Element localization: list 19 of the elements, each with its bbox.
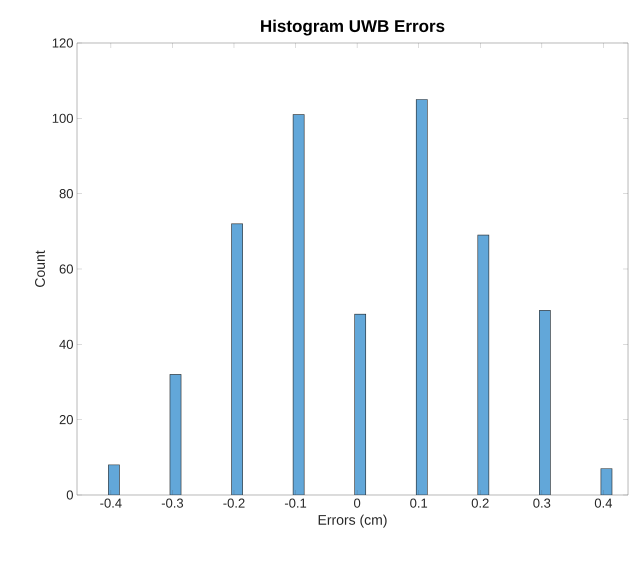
y-tick-label: 120 — [52, 38, 73, 48]
y-tick-label: 0 — [66, 490, 73, 500]
y-tick-label: 100 — [52, 114, 73, 123]
x-tick-label: -0.4 — [100, 498, 122, 508]
y-tick-label: 20 — [60, 415, 73, 424]
x-tick-label: 0.4 — [594, 498, 612, 508]
x-tick-label: 0.1 — [410, 498, 428, 508]
chart-title: Histogram UWB Errors — [261, 20, 444, 36]
x-tick-label: 0.3 — [533, 498, 550, 508]
x-tick-label: -0.3 — [162, 498, 184, 508]
y-tick-label: 40 — [59, 340, 73, 349]
x-tick-label: 0 — [354, 498, 360, 508]
x-axis-title: Errors (cm) — [318, 514, 387, 528]
x-tick-label: -0.2 — [223, 498, 245, 508]
x-tick-label: -0.1 — [284, 498, 306, 508]
y-tick-label: 80 — [60, 189, 73, 198]
y-tick-label: 60 — [60, 264, 73, 274]
x-tick-label: 0.2 — [472, 498, 489, 508]
y-axis-title: Count — [35, 250, 45, 287]
